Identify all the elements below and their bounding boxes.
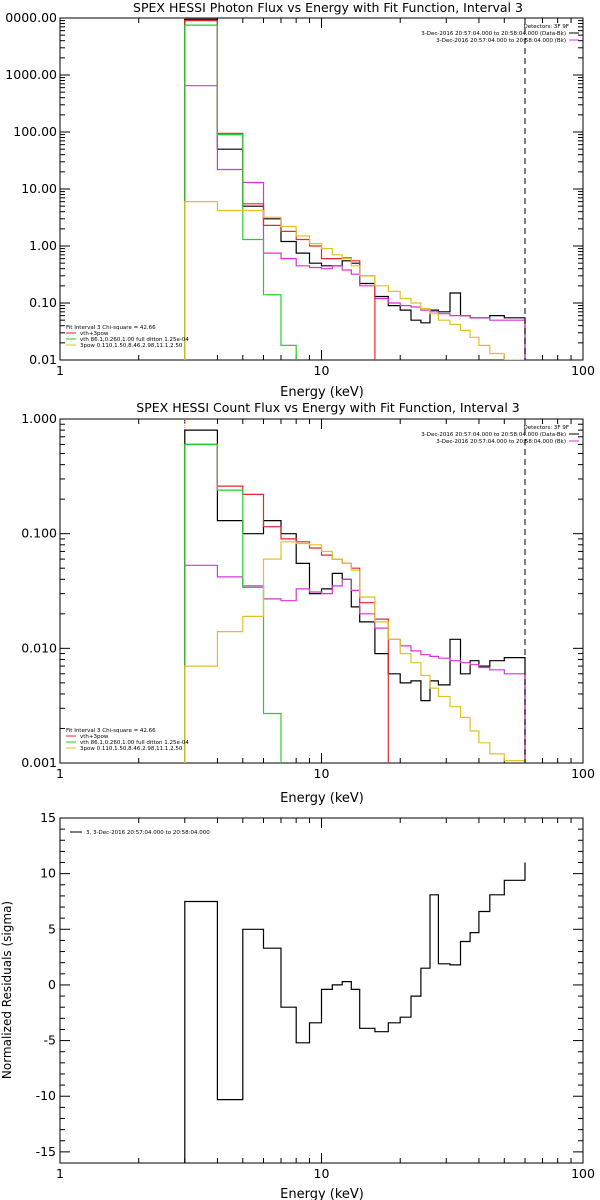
y-tick-label: 0000.00 — [5, 10, 57, 25]
x-tick-label: 100 — [571, 766, 595, 781]
y-tick-label: 15 — [40, 810, 56, 825]
x-tick-label: 100 — [571, 363, 595, 378]
y-axis-label: Normalized Residuals (sigma) — [0, 901, 14, 1079]
panel-title: SPEX HESSI Photon Flux vs Energy with Fi… — [133, 0, 523, 15]
legend-detectors: Detectors: 3F 9F — [523, 24, 569, 30]
legend-fit-info: Fit Interval 3 Chi-square = 42.66 — [66, 728, 156, 734]
x-tick-label: 10 — [314, 363, 330, 378]
count-flux-panel: SPEX HESSI Count Flux vs Energy with Fit… — [21, 400, 595, 806]
series-line — [184, 18, 526, 360]
x-tick-label: 10 — [314, 766, 330, 781]
x-tick-label: 1 — [56, 766, 64, 781]
legend-entry: 3pow 0.110,1.50,8.46,2.98,11.1,2.50 — [80, 343, 183, 349]
y-tick-label: 0.100 — [21, 526, 57, 541]
legend-entry: 3-Dec-2016 20:57:04.000 to 20:58:04.000 … — [421, 31, 566, 37]
x-axis-label: Energy (keV) — [280, 791, 364, 806]
x-tick-label: 100 — [571, 1166, 595, 1181]
series-line — [184, 443, 282, 763]
y-tick-label: 10.00 — [21, 181, 57, 196]
x-axis-label: Energy (keV) — [280, 385, 364, 400]
legend-entry: 3-Dec-2016 20:57:04.000 to 20:58:04.000 … — [436, 38, 566, 44]
plot-frame — [59, 17, 584, 361]
y-tick-label: 0.001 — [21, 755, 57, 770]
y-tick-label: -10 — [36, 1088, 56, 1103]
legend-detectors: Detectors: 3F 9F — [523, 425, 569, 431]
series-line — [184, 201, 525, 360]
series-group — [184, 18, 526, 360]
y-tick-label: 5 — [48, 921, 56, 936]
y-tick-label: -5 — [44, 1033, 56, 1048]
y-tick-label: -15 — [36, 1144, 56, 1159]
photon-flux-panel: SPEX HESSI Photon Flux vs Energy with Fi… — [5, 0, 595, 400]
legend-entry: vth 86.1,0.260,1.00 full ditton 1.25e-04 — [80, 337, 189, 343]
y-tick-label: 0.010 — [21, 640, 57, 655]
legend-entry: vth+3pow — [80, 734, 109, 740]
y-tick-label: 0 — [48, 977, 56, 992]
series-line — [184, 541, 526, 763]
x-tick-label: 10 — [314, 1166, 330, 1181]
series-line — [184, 429, 526, 763]
y-tick-label: 0.01 — [29, 352, 57, 367]
series-line — [184, 85, 526, 360]
residuals-panel: Energy (keV) Normalized Residuals (sigma… — [0, 810, 595, 1200]
legend-entry: 3pow 0.110,1.50,8.46,2.98,11.1,2.50 — [80, 746, 183, 752]
series-line — [184, 24, 297, 360]
y-tick-label: 0.10 — [29, 295, 57, 310]
legend-entry: vth 86.1,0.260,1.00 full ditton 1.25e-04 — [80, 740, 189, 746]
y-tick-label: 100.00 — [13, 124, 57, 139]
x-tick-label: 1 — [56, 1166, 64, 1181]
series-group — [184, 419, 526, 763]
legend-entry: vth+3pow — [80, 331, 109, 337]
legend-entry: 3-Dec-2016 20:57:04.000 to 20:58:04.000 … — [436, 439, 566, 445]
y-tick-label: 1000.00 — [5, 67, 57, 82]
legend-entry: 3, 3-Dec-2016 20:57:04.000 to 20:58:04.0… — [86, 830, 210, 836]
y-tick-label: 1.000 — [21, 411, 57, 426]
series-line — [184, 20, 376, 360]
legend-entry: 3-Dec-2016 20:57:04.000 to 20:58:04.000 … — [421, 432, 566, 438]
series-line — [184, 443, 389, 763]
series-line — [184, 862, 526, 1163]
panel-title: SPEX HESSI Count Flux vs Energy with Fit… — [136, 400, 519, 415]
series-group — [184, 862, 526, 1163]
y-tick-label: 1.00 — [29, 238, 57, 253]
legend-fit-info: Fit Interval 3 Chi-square = 42.66 — [66, 325, 156, 331]
series-line — [184, 564, 526, 763]
x-tick-label: 1 — [56, 363, 64, 378]
y-tick-label: 10 — [40, 866, 56, 881]
x-axis-label: Energy (keV) — [280, 1187, 364, 1200]
